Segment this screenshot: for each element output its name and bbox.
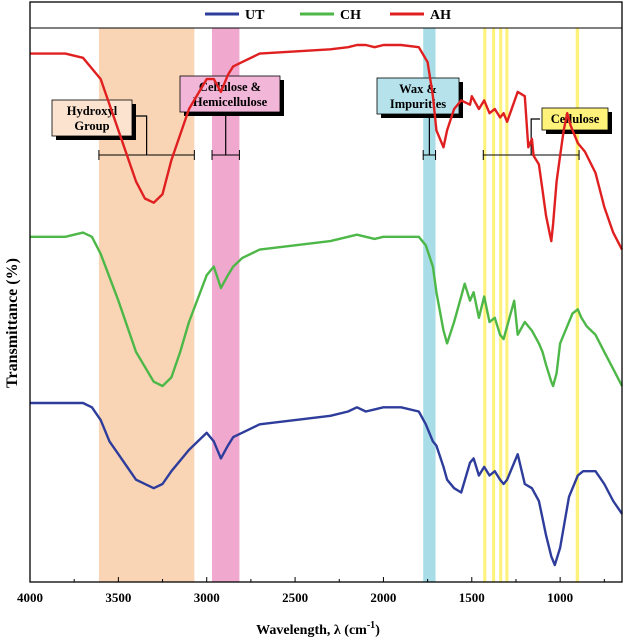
x-tick-label: 1000 (547, 590, 573, 605)
annotation-label-line: Impurities (390, 97, 446, 111)
band-6 (505, 28, 509, 582)
annotation-label-line: Hydroxyl (67, 104, 118, 118)
connector-arrow (134, 115, 148, 155)
x-tick-label: 3000 (194, 590, 220, 605)
band-2 (423, 28, 436, 582)
band-4 (492, 28, 496, 582)
legend-label-UT: UT (245, 8, 265, 23)
label-box (376, 77, 460, 115)
y-axis-label: Transmittance (%) (4, 258, 21, 388)
series-lines (30, 43, 624, 567)
x-tick-label: 2500 (282, 590, 308, 605)
series-line-CH (30, 231, 624, 388)
x-tick-label: 1500 (459, 590, 485, 605)
legend-label-AH: AH (430, 8, 451, 23)
x-axis-label: Wavelength, λ (cm-1) (256, 620, 380, 638)
annotation-label-line: Hemicellulose (193, 95, 268, 109)
annotation-label-line: Cellulose & (199, 80, 261, 94)
annotation-label-line: Group (74, 119, 109, 133)
series-line-UT (30, 401, 623, 567)
x-tick-label: 4000 (17, 590, 43, 605)
series-line-AH (30, 43, 624, 251)
annotation-2: Wax &Impurities (376, 77, 463, 160)
legend-label-CH: CH (340, 8, 361, 23)
annotation-3: Cellulose (482, 107, 612, 160)
band-7 (575, 28, 580, 582)
plot-frame (29, 1, 623, 583)
band-5 (499, 28, 503, 582)
x-axis-ticks: 4000 3500 3000 2500 2000 1500 1000 (17, 577, 605, 605)
label-box (541, 107, 609, 131)
annotation-label-line: Cellulose (551, 112, 600, 126)
x-tick-label: 2000 (370, 590, 396, 605)
highlight-bands (98, 28, 580, 582)
annotation-label-line: Wax & (399, 82, 437, 96)
legend: UT CH AH (30, 8, 622, 29)
annotation-1: Cellulose &Hemicellulose (179, 75, 284, 160)
x-tick-label: 3500 (105, 590, 131, 605)
